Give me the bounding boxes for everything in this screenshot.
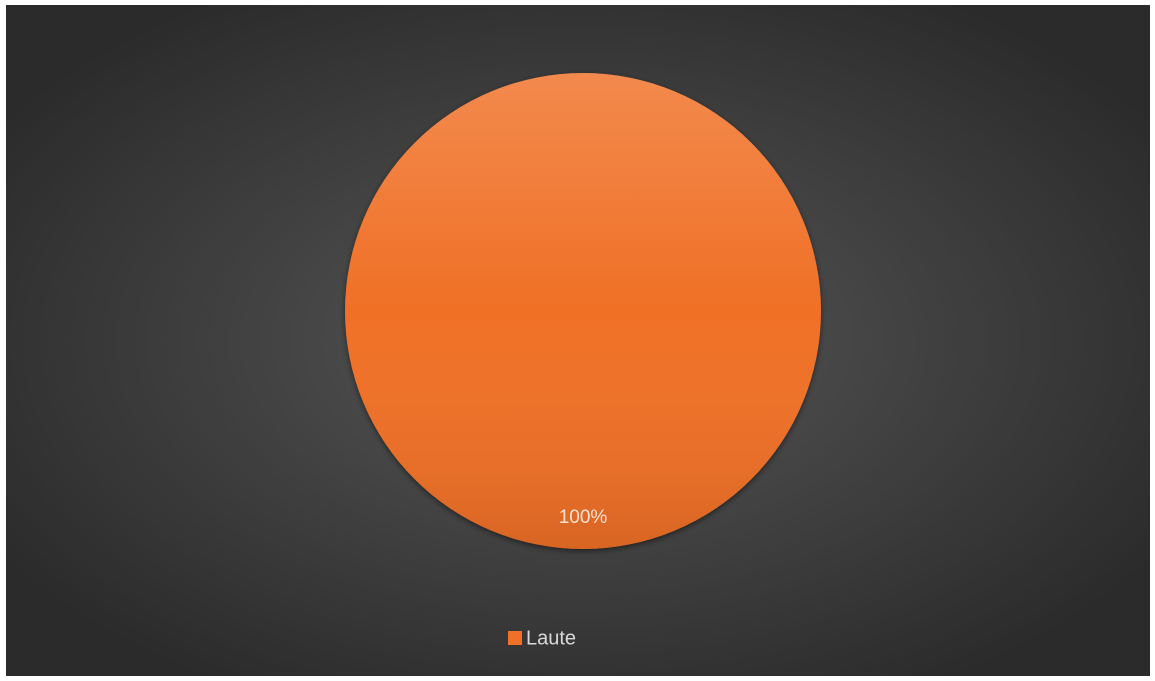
chart: 100% Laute — [6, 5, 1150, 676]
legend-swatch — [508, 631, 522, 645]
plot: 100% — [345, 73, 821, 549]
data-label: 100% — [559, 507, 608, 528]
chart-area: 100% Laute — [6, 5, 1150, 676]
slice-shade — [345, 73, 821, 549]
legend-label: Laute — [526, 627, 576, 649]
legend: Laute — [508, 627, 576, 649]
